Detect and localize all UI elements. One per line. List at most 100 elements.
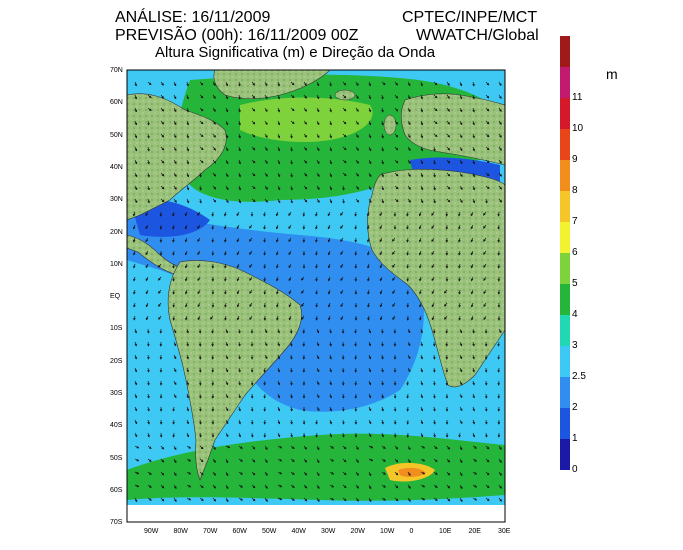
wave-arrow: [277, 393, 281, 399]
wave-arrow: [329, 393, 332, 399]
wave-arrow: [225, 497, 229, 503]
wave-arrow: [498, 458, 502, 463]
wave-arrow: [446, 94, 450, 99]
wave-arrow: [379, 263, 383, 269]
wave-arrow: [485, 497, 490, 502]
wave-arrow: [197, 237, 201, 242]
wave-arrow: [459, 341, 463, 347]
wave-arrow: [459, 484, 463, 490]
wave-arrow: [147, 432, 150, 438]
wave-arrow: [290, 484, 295, 488]
wave-arrow: [301, 315, 305, 320]
wave-arrow: [236, 250, 240, 256]
wave-arrow: [225, 458, 229, 464]
forecast-time: PREVISÃO (00h): 16/11/2009 00Z: [115, 27, 359, 44]
wave-arrow: [251, 198, 256, 203]
wave-arrow: [134, 419, 138, 425]
wave-arrow: [407, 120, 411, 126]
wave-arrow: [225, 354, 229, 360]
wave-arrow: [250, 406, 254, 412]
wave-arrow: [393, 211, 397, 217]
wave-arrow: [433, 445, 438, 450]
wave-zone-north-lightgreen: [240, 97, 373, 142]
wave-arrow: [173, 380, 177, 386]
wave-arrow: [367, 237, 370, 243]
wave-arrow: [329, 445, 334, 449]
wave-arrow: [392, 237, 396, 242]
wave-arrow: [147, 380, 150, 386]
wave-arrow: [406, 263, 409, 269]
wave-arrow: [446, 458, 450, 463]
wave-arrow: [381, 81, 386, 86]
wave-arrow: [316, 107, 320, 113]
wave-arrow: [483, 302, 487, 308]
wave-direction-arrows: [132, 81, 503, 503]
wave-arrow: [497, 289, 501, 295]
wave-arrow: [485, 185, 490, 190]
wave-arrow: [485, 94, 490, 99]
wave-arrow: [263, 367, 266, 373]
wave-arrow: [354, 406, 358, 412]
wave-arrow: [173, 107, 177, 113]
wave-arrow: [186, 497, 192, 501]
wave-arrow: [470, 224, 474, 230]
wave-arrow: [263, 276, 267, 282]
wave-arrow: [211, 211, 214, 217]
wave-arrow: [407, 484, 411, 489]
wave-arrow: [381, 458, 386, 462]
wave-arrow: [210, 315, 214, 320]
wave-arrow: [368, 159, 372, 165]
wave-arrow: [264, 146, 268, 151]
wave-arrow: [211, 380, 215, 386]
wave-arrow: [497, 263, 501, 269]
wave-arrow: [147, 107, 152, 112]
wave-arrow: [433, 393, 436, 399]
wave-arrow: [134, 328, 137, 334]
wave-arrow: [445, 354, 449, 360]
wave-arrow: [225, 471, 229, 477]
wave-arrow: [329, 458, 335, 462]
wave-arrow: [498, 497, 502, 502]
wave-arrow: [433, 354, 436, 360]
wave-arrow: [446, 81, 450, 86]
wave-arrow: [160, 445, 165, 450]
wave-arrow: [485, 458, 490, 463]
wave-arrow: [379, 250, 383, 256]
legend-label: 1: [572, 433, 578, 444]
wave-arrow: [498, 471, 502, 476]
wave-arrow: [147, 471, 152, 475]
wave-arrow: [459, 94, 463, 100]
lon-label: 50W: [262, 528, 277, 535]
wave-arrow: [316, 120, 320, 126]
wave-arrow: [249, 276, 253, 281]
wave-arrow: [354, 380, 358, 386]
lat-label: 20N: [110, 228, 123, 236]
wave-arrow: [433, 367, 436, 373]
wave-arrow: [368, 484, 372, 490]
wave-arrow: [329, 172, 333, 178]
wave-arrow: [160, 185, 165, 190]
wave-arrow: [199, 81, 204, 86]
wave-arrow: [263, 380, 266, 386]
wave-arrow: [238, 94, 241, 100]
wave-arrow: [355, 172, 359, 177]
wave-arrow: [433, 94, 438, 99]
wave-arrow: [225, 406, 229, 412]
wave-arrow: [303, 458, 308, 463]
wave-arrow: [459, 81, 463, 87]
wave-arrow: [497, 211, 500, 217]
wave-arrow: [394, 198, 399, 203]
wave-arrow: [263, 289, 267, 295]
wave-arrow: [472, 471, 478, 475]
wave-arrow: [445, 263, 449, 269]
wave-arrow: [134, 120, 138, 126]
wave-arrow: [277, 328, 280, 334]
wave-arrow: [484, 354, 488, 360]
wave-arrow: [277, 406, 281, 412]
wave-arrow: [264, 107, 268, 113]
wave-arrow: [303, 185, 308, 190]
lat-label: 30N: [110, 196, 123, 204]
wave-arrow: [264, 198, 268, 203]
wave-arrow: [250, 419, 254, 425]
wave-arrow: [420, 393, 424, 399]
